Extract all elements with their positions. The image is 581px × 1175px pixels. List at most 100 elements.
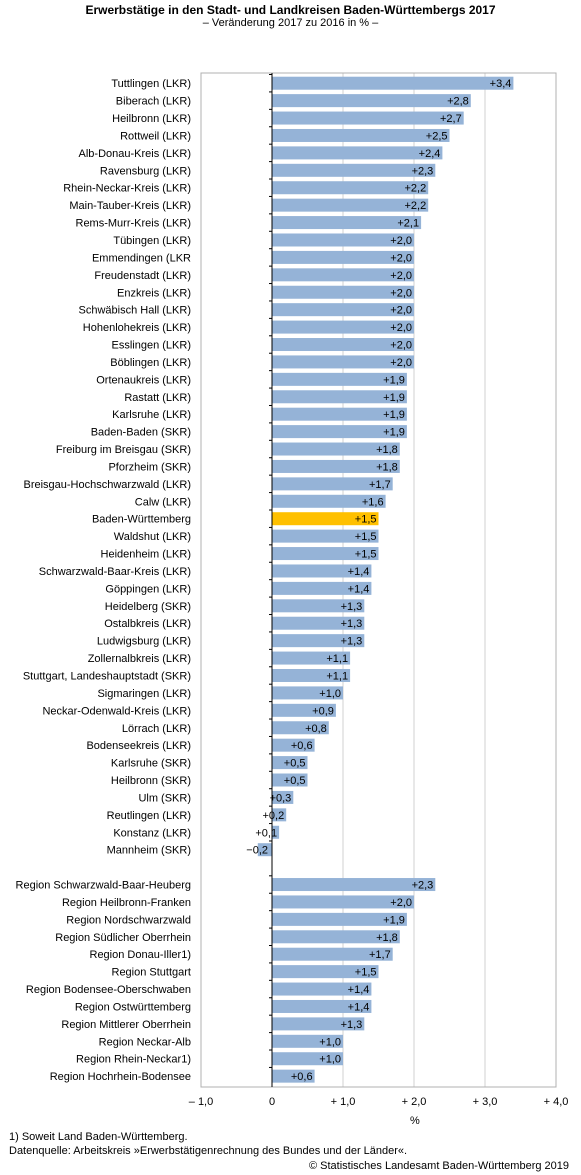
category-label: Region Mittlerer Oberrhein xyxy=(61,1019,191,1031)
bar xyxy=(272,442,400,456)
category-label: Zollernalbkreis (LKR) xyxy=(88,653,191,665)
bar xyxy=(272,477,393,491)
data-label: +0,9 xyxy=(312,705,334,717)
category-label: Ulm (SKR) xyxy=(138,792,191,804)
data-label: +0,3 xyxy=(270,792,292,804)
data-label: +1,8 xyxy=(376,932,398,944)
bar xyxy=(272,999,372,1013)
category-label: Heidenheim (LKR) xyxy=(101,549,191,561)
data-label: +2,3 xyxy=(412,165,434,177)
copyright: © Statistisches Landesamt Baden-Württemb… xyxy=(308,1160,569,1172)
category-label: Freiburg im Breisgau (SKR) xyxy=(56,444,191,456)
data-label: +2,2 xyxy=(404,200,426,212)
data-label: +1,0 xyxy=(319,688,341,700)
category-label: Pforzheim (SKR) xyxy=(108,461,191,473)
category-label: Main-Tauber-Kreis (LKR) xyxy=(69,200,191,212)
data-label: +2,8 xyxy=(447,96,469,108)
data-label: +1,0 xyxy=(319,1036,341,1048)
category-label: Region Nordschwarzwald xyxy=(66,914,191,926)
category-label: Region Ostwürttemberg xyxy=(75,1001,191,1013)
bar xyxy=(272,233,414,247)
bar xyxy=(272,721,329,735)
category-label: Neckar-Odenwald-Kreis (LKR) xyxy=(42,705,191,717)
data-label: +1,3 xyxy=(341,636,363,648)
data-label: +1,5 xyxy=(355,514,377,526)
category-label: Sigmaringen (LKR) xyxy=(97,688,191,700)
category-label: Baden-Württemberg xyxy=(92,514,191,526)
category-label: Reutlingen (LKR) xyxy=(107,810,191,822)
bar xyxy=(272,250,414,264)
data-label: +1,7 xyxy=(369,949,391,961)
data-label: +1,9 xyxy=(383,914,405,926)
data-label: +1,6 xyxy=(362,496,384,508)
data-label: +1,9 xyxy=(383,392,405,404)
category-label: Region Hochrhein-Bodensee xyxy=(50,1071,191,1083)
bar xyxy=(272,581,372,595)
data-label: +2,0 xyxy=(390,897,412,909)
data-label: +0,2 xyxy=(262,810,284,822)
bar xyxy=(272,703,336,717)
data-label: +2,7 xyxy=(440,113,462,125)
category-label: Region Rhein-Neckar1) xyxy=(76,1054,191,1066)
category-label: Ostalbkreis (LKR) xyxy=(104,618,191,630)
x-tick-label: 0 xyxy=(269,1096,275,1108)
bar xyxy=(272,634,365,648)
data-label: +2,0 xyxy=(390,357,412,369)
bar xyxy=(272,895,414,909)
x-tick-label: + 1,0 xyxy=(331,1096,356,1108)
category-label: Schwarzwald-Baar-Kreis (LKR) xyxy=(39,566,191,578)
bar xyxy=(272,825,280,839)
category-label: Region Bodensee-Oberschwaben xyxy=(26,984,191,996)
category-label: Karlsruhe (SKR) xyxy=(111,758,191,770)
bar xyxy=(272,616,365,630)
category-label: Calw (LKR) xyxy=(135,496,191,508)
data-label: +1,9 xyxy=(383,409,405,421)
category-label: Hohenlohekreis (LKR) xyxy=(83,322,191,334)
category-label: Heidelberg (SKR) xyxy=(105,601,191,613)
bar xyxy=(272,599,365,613)
data-label: +1,9 xyxy=(383,427,405,439)
data-label: +0,8 xyxy=(305,723,327,735)
bar xyxy=(272,982,372,996)
data-label: +2,0 xyxy=(390,270,412,282)
bar xyxy=(272,773,308,787)
bar xyxy=(272,181,429,195)
category-label: Emmendingen (LKR xyxy=(92,252,191,264)
bar xyxy=(272,947,393,961)
bar xyxy=(272,459,400,473)
category-label: Rottweil (LKR) xyxy=(120,130,191,142)
category-label: Freudenstadt (LKR) xyxy=(94,270,191,282)
category-label: Lörrach (LKR) xyxy=(122,723,191,735)
bar xyxy=(272,390,407,404)
category-label: Breisgau-Hochschwarzwald (LKR) xyxy=(23,479,191,491)
bar xyxy=(272,668,351,682)
category-label: Bodenseekreis (LKR) xyxy=(86,740,191,752)
data-label: +1,3 xyxy=(341,1019,363,1031)
bar xyxy=(272,878,436,892)
footnote: 1) Soweit Land Baden-Württemberg. xyxy=(9,1131,188,1143)
bar xyxy=(272,146,443,160)
category-label: Biberach (LKR) xyxy=(116,96,191,108)
category-label: Region Schwarzwald-Baar-Heuberg xyxy=(16,880,191,892)
bar xyxy=(272,338,414,352)
bar xyxy=(272,425,407,439)
bar xyxy=(272,808,287,822)
category-label: Konstanz (LKR) xyxy=(113,827,191,839)
category-label: Rastatt (LKR) xyxy=(124,392,191,404)
bar xyxy=(272,303,414,317)
data-label: +1,4 xyxy=(348,984,370,996)
bar xyxy=(272,547,379,561)
category-label: Waldshut (LKR) xyxy=(114,531,191,543)
data-label: +0,1 xyxy=(255,827,277,839)
bar-chart: Tuttlingen (LKR) +3,4 Biberach (LKR) +2,8 He… xyxy=(16,72,568,1108)
bar xyxy=(272,111,464,125)
data-label: +2,0 xyxy=(390,252,412,264)
data-label: +2,3 xyxy=(412,880,434,892)
category-label: Böblingen (LKR) xyxy=(110,357,191,369)
data-label: +2,0 xyxy=(390,340,412,352)
bar xyxy=(272,529,379,543)
data-label: +2,1 xyxy=(397,218,419,230)
chart-subtitle: – Veränderung 2017 zu 2016 in % – xyxy=(202,17,379,29)
category-label: Tübingen (LKR) xyxy=(113,235,191,247)
data-label: +1,3 xyxy=(341,618,363,630)
